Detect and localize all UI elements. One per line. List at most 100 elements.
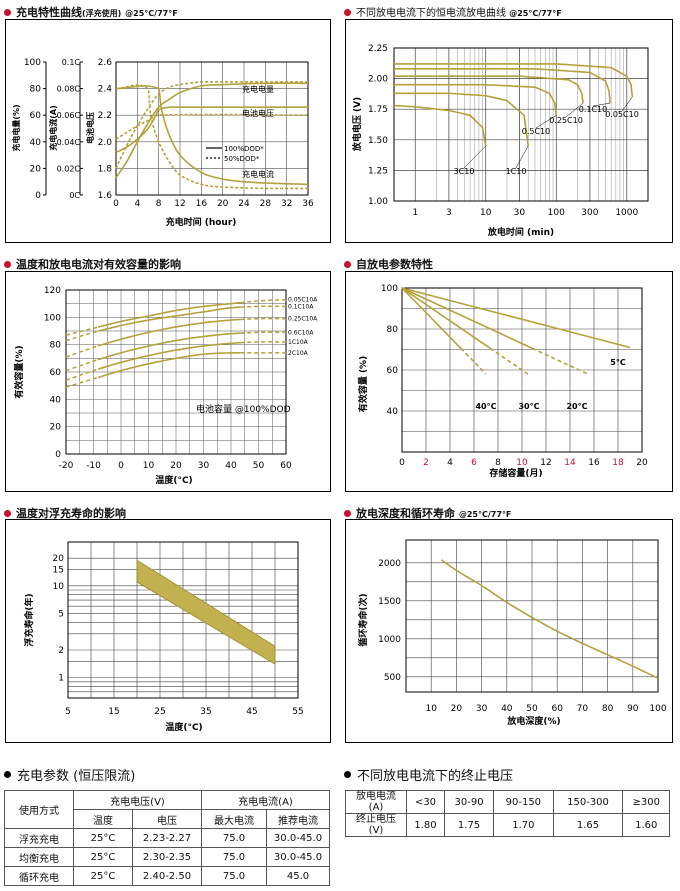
series-label: 0.6C10A xyxy=(288,329,314,336)
y-tick-label: 80 xyxy=(50,341,62,351)
x-tick-label: 0 xyxy=(118,461,124,471)
header-cutoff-voltage-unit: (V) xyxy=(368,825,384,836)
x-tick-label: 45 xyxy=(246,707,257,717)
self-discharge-chart: 0 4 8 12 16 20 2 6 10 14 18 40 60 80 100 有效容量 (%) 存储容量(月… xyxy=(357,284,648,479)
table-row: 浮充充电 25°C 2.23-2.27 75.0 30.0-45.0 xyxy=(4,828,330,848)
y-tick-label: 15 xyxy=(53,566,64,576)
y-tick-label: 1.6 xyxy=(98,191,113,201)
y-tick-label: 0 xyxy=(35,191,41,201)
y-tick-label: 1.00 xyxy=(368,197,388,207)
series-line xyxy=(97,352,241,379)
cell-voltage: 1.60 xyxy=(622,813,670,837)
x-tick-label: 10 xyxy=(480,208,492,218)
cell-max: 75.0 xyxy=(201,866,267,886)
y-tick-label: 100 xyxy=(44,313,61,323)
series-line xyxy=(531,347,589,375)
x-tick-label: 300 xyxy=(581,208,598,218)
bullet-icon xyxy=(344,8,351,16)
series-label: 2C10A xyxy=(288,350,309,357)
cell-temp: 25°C xyxy=(73,866,133,886)
cell-rec: 45.0 xyxy=(266,866,330,886)
bullet-icon xyxy=(344,771,351,778)
series-line xyxy=(65,326,99,336)
y-tick-label: 2.4 xyxy=(98,85,113,95)
series-line xyxy=(401,287,462,349)
x-tick-label: 55 xyxy=(292,707,303,717)
y-axis-label: 电池电压 xyxy=(85,112,95,144)
cell-temp: 25°C xyxy=(73,847,133,867)
x-tick-label: 16 xyxy=(588,458,600,468)
temp-capacity-title: 温度和放电电流对有效容量的影响 xyxy=(4,256,181,272)
header-current: 充电电流(A) xyxy=(201,790,330,810)
y-tick-label: 1000 xyxy=(378,635,401,645)
y-tick-label: 40 xyxy=(387,407,399,417)
y-axis-label: 循环寿命(次) xyxy=(357,593,369,646)
bullet-icon xyxy=(4,260,11,268)
label-leader xyxy=(621,96,633,112)
series-label: 0.25C10 xyxy=(549,116,583,125)
series-label: 电池电压 xyxy=(242,108,274,118)
x-tick-label: 30 xyxy=(198,461,210,471)
y-tick-label: 2.2 xyxy=(98,111,112,121)
y-axis-label: 放电电压 (V) xyxy=(351,97,363,152)
series-label: 1C10 xyxy=(506,167,527,176)
x-axis-label: 放电深度(%) xyxy=(506,715,560,727)
x-tick-label: 2 xyxy=(423,458,429,468)
x-tick-label: 36 xyxy=(302,199,314,209)
x-tick-label: 18 xyxy=(612,458,624,468)
x-tick-label: 60 xyxy=(280,461,292,471)
x-axis-label: 存储容量(月) xyxy=(489,467,542,479)
series-line xyxy=(489,347,529,375)
header-temp: 温度 xyxy=(73,809,133,829)
series-line xyxy=(240,305,286,308)
cell-range: ≥300 xyxy=(622,790,670,814)
x-tick-label: 0 xyxy=(399,458,405,468)
x-tick-label: 3 xyxy=(446,208,452,218)
series-line xyxy=(97,341,241,370)
y-tick-label: 2.00 xyxy=(368,75,388,85)
x-tick-label: 20 xyxy=(170,461,182,471)
series-label: 0.1C10A xyxy=(288,303,314,310)
discharge-chart-box: 1 3 10 30 100 300 1000 1.00 1.25 1.50 1.75 2.00 2.25… xyxy=(345,19,673,243)
y-tick-label: 2.6 xyxy=(98,58,113,68)
cell-max: 75.0 xyxy=(201,828,267,848)
x-axis-label: 放电时间 (min) xyxy=(487,226,554,238)
bullet-icon xyxy=(344,260,351,268)
series-line xyxy=(240,317,286,321)
y-tick-label: 0 xyxy=(55,450,61,460)
bullet-icon xyxy=(4,509,11,517)
y-axis-label: 充电电流(A) xyxy=(48,105,58,151)
x-tick-label: 14 xyxy=(564,458,576,468)
discharge-title: 不同放电电流下的恒电流放电曲线 @25°C/77°F xyxy=(344,4,562,19)
cell-volt: 2.23-2.27 xyxy=(132,828,202,848)
charge-chart-box: 0 4 8 12 16 20 24 28 32 36 1.6 1.8 2.0 2.2 2.4 2.6 0 20 40… xyxy=(5,19,331,243)
series-label: 0.25C10A xyxy=(288,316,318,323)
x-tick-label: 10 xyxy=(425,704,437,714)
header-cutoff-voltage: 终止电压 (V) xyxy=(345,813,407,837)
header-mode: 使用方式 xyxy=(4,790,74,829)
series-line xyxy=(65,358,99,372)
series-line xyxy=(115,82,308,179)
header-cutoff-current: 放电电流 (A) xyxy=(345,790,407,814)
x-axis-label: 温度(°C) xyxy=(165,721,202,733)
charge-params-title: 充电参数 (恒压限流) xyxy=(4,765,135,784)
cell-voltage: 1.80 xyxy=(406,813,445,837)
series-line xyxy=(65,345,99,358)
series-label: 充电电量 xyxy=(242,84,274,94)
series-line xyxy=(240,341,286,344)
y-tick-label: 10 xyxy=(53,582,65,592)
series-line xyxy=(97,318,241,347)
series-line xyxy=(440,559,659,680)
label-leader xyxy=(592,102,611,107)
x-tick-label: 15 xyxy=(108,707,119,717)
series-line xyxy=(394,83,558,116)
y-tick-label: 20 xyxy=(50,423,62,433)
x-tick-label: 16 xyxy=(196,199,208,209)
header-cutoff-current-unit: (A) xyxy=(368,802,384,813)
series-line xyxy=(393,104,487,147)
x-tick-label: 60 xyxy=(551,704,563,714)
x-tick-label: 1000 xyxy=(615,208,638,218)
label-leader xyxy=(463,145,486,169)
plot-frame xyxy=(405,539,659,693)
